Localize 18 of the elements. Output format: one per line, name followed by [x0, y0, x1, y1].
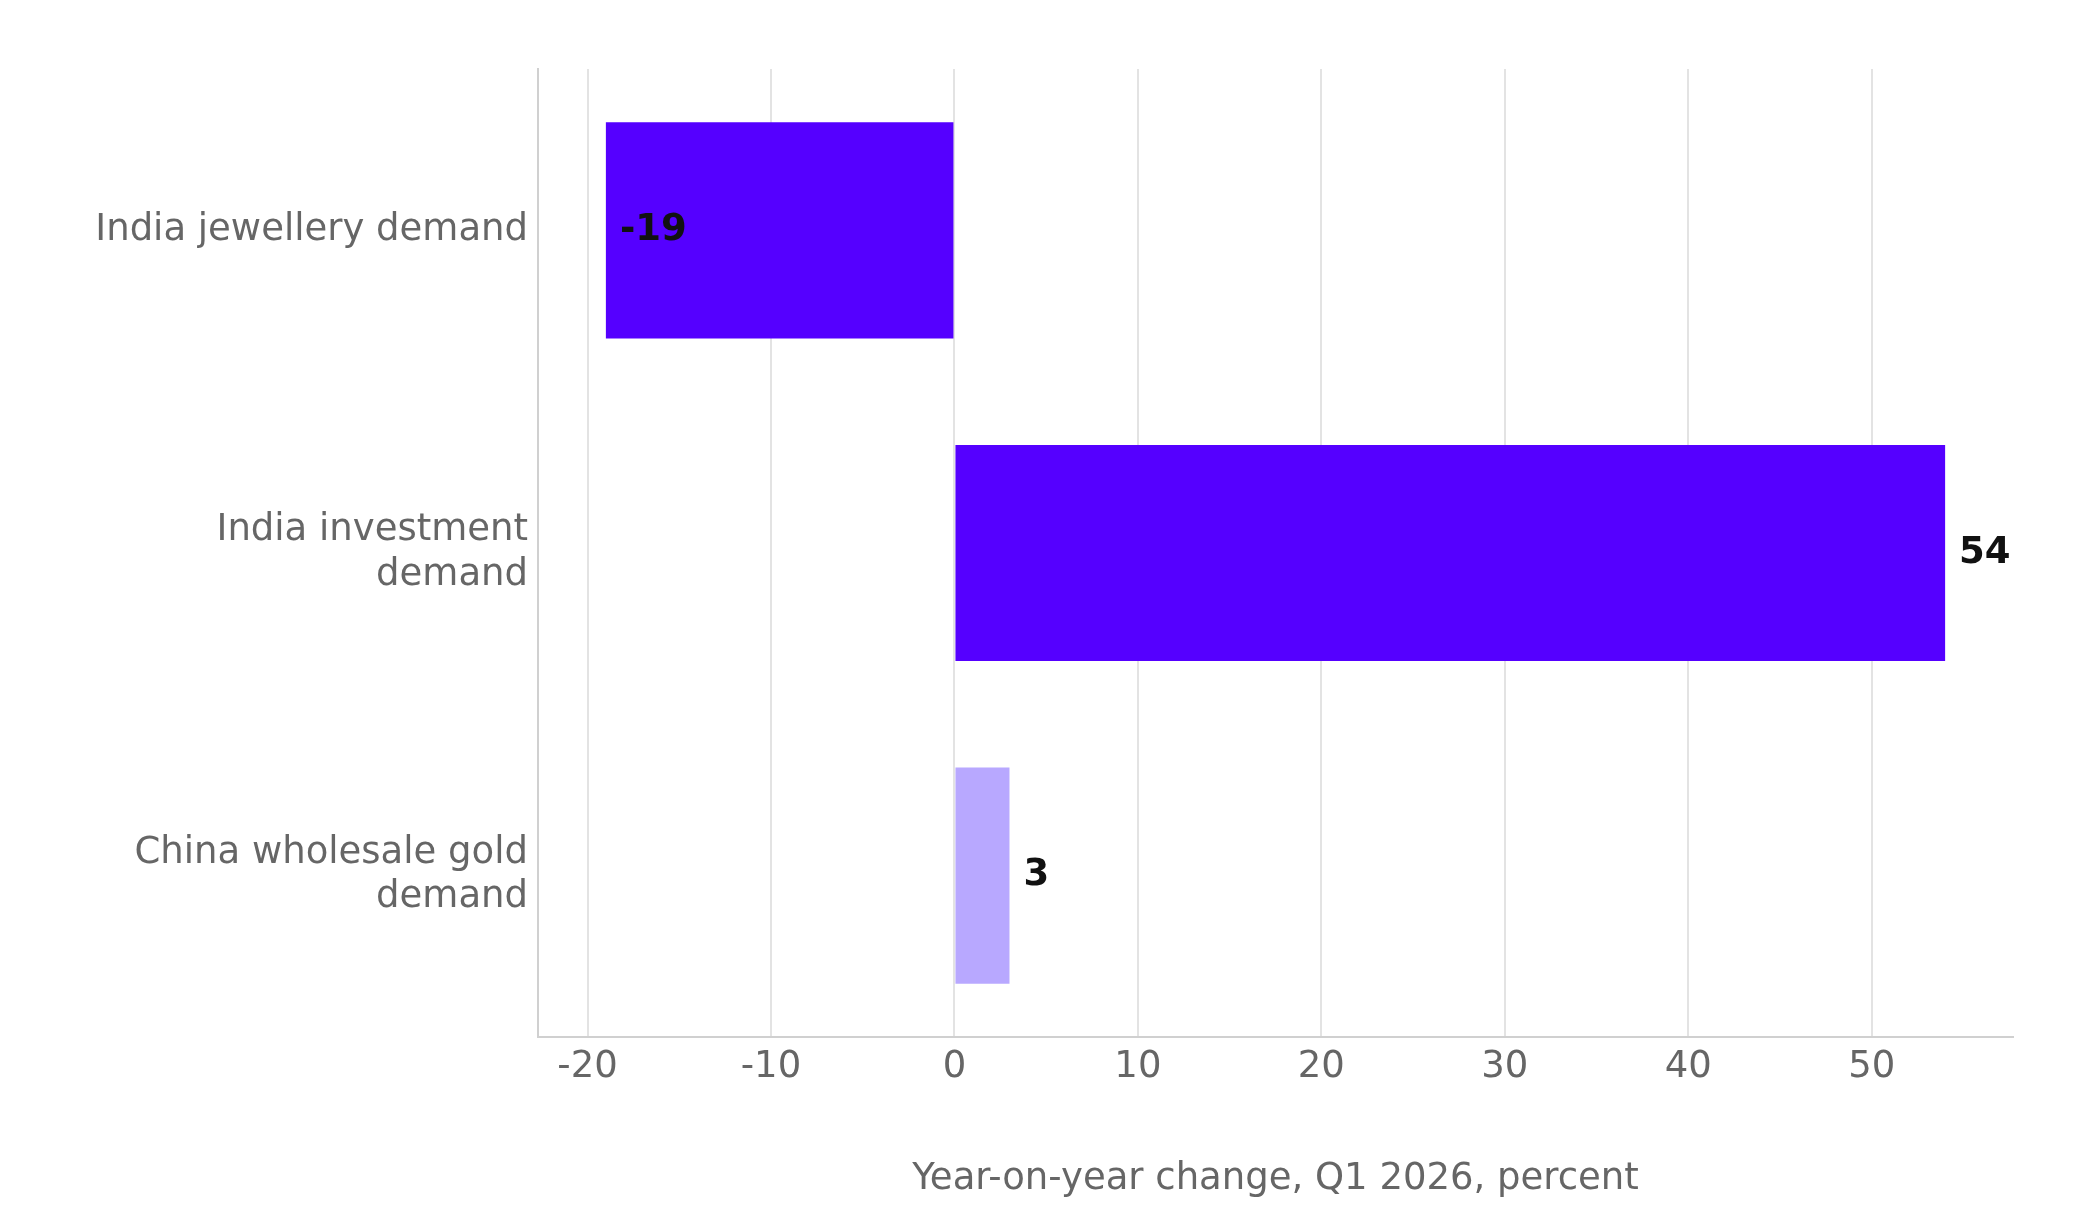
x-tick-label: -10	[740, 1042, 802, 1086]
data-label: -19	[619, 205, 687, 249]
data-label: 54	[1959, 528, 2011, 572]
bar	[955, 767, 1010, 984]
x-tick-label: 40	[1664, 1042, 1712, 1086]
y-tick-label: India investment demand	[216, 506, 528, 594]
bar	[605, 122, 954, 339]
x-axis-title: Year-on-year change, Q1 2026, percent	[911, 1155, 1639, 1199]
x-tick-label: 10	[1114, 1042, 1162, 1086]
bar	[955, 444, 1946, 662]
y-tick-label: China wholesale gold demand	[134, 829, 528, 917]
data-label: 3	[1023, 851, 1050, 895]
x-tick-label: 0	[942, 1042, 967, 1086]
x-tick-label: 20	[1297, 1042, 1345, 1086]
y-tick-label: India jewellery demand	[95, 205, 528, 249]
x-tick-label: -20	[557, 1042, 618, 1086]
x-tick-label: 30	[1481, 1042, 1529, 1086]
x-tick-label: 50	[1848, 1042, 1896, 1086]
